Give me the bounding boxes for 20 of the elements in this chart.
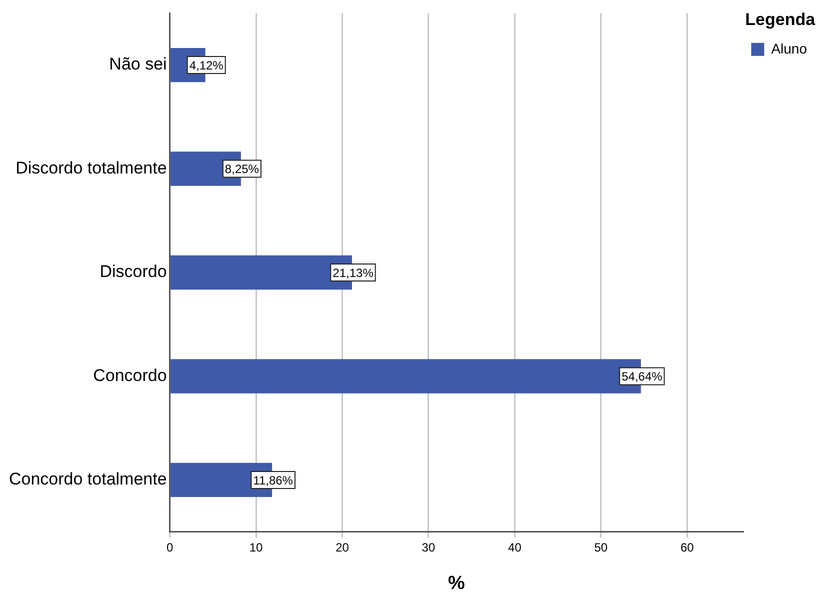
data-label: 8,25% xyxy=(224,162,260,176)
data-label: 4,12% xyxy=(189,58,224,72)
legend-label: Aluno xyxy=(771,40,808,56)
x-tick-label: 60 xyxy=(680,540,694,554)
y-tick-label: Discordo xyxy=(100,262,167,282)
x-tick-label: 0 xyxy=(166,540,174,554)
x-tick-label: 10 xyxy=(249,540,264,554)
x-tick-label: 20 xyxy=(336,540,350,554)
data-label: 54,64% xyxy=(622,370,663,384)
legend-title: Legenda xyxy=(745,10,816,30)
x-tick-label: 40 xyxy=(508,540,522,554)
y-tick-label: Não sei xyxy=(109,54,167,74)
y-tick-label: Discordo totalmente xyxy=(16,158,167,178)
x-tick-label: 50 xyxy=(594,540,608,554)
y-tick-label: Concordo xyxy=(93,366,167,385)
data-label: 11,86% xyxy=(253,473,294,488)
y-tick-label: Concordo totalmente xyxy=(8,470,167,489)
data-label: 21,13% xyxy=(332,266,374,280)
x-tick-label: 30 xyxy=(422,540,436,554)
x-axis-title: % xyxy=(448,572,466,594)
